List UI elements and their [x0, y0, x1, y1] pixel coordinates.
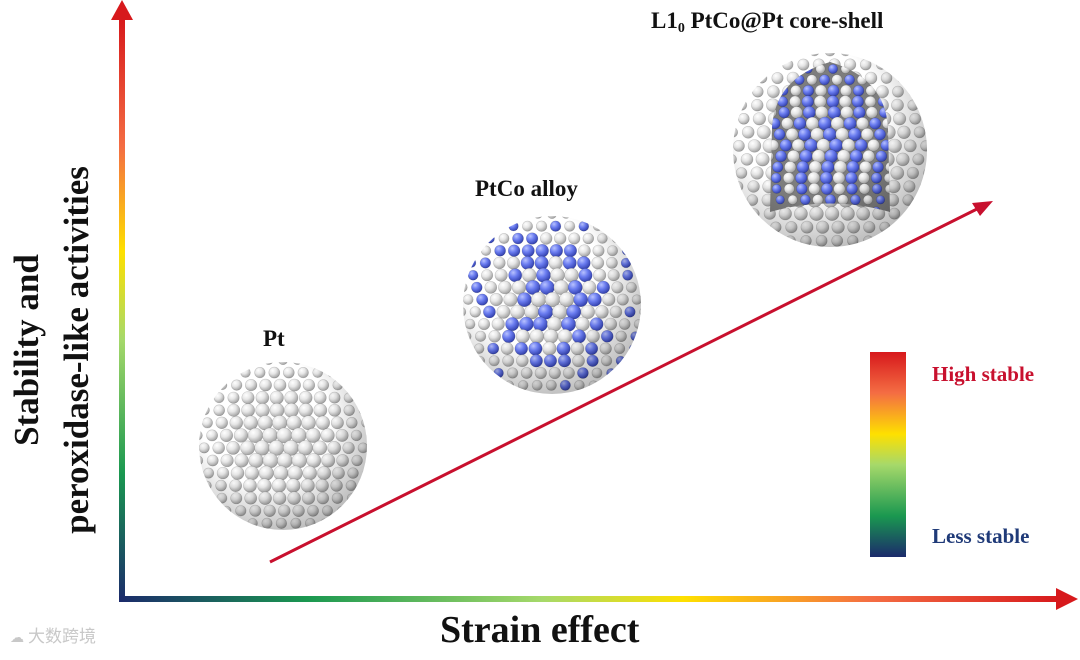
high-stable-label: High stable: [932, 362, 1035, 386]
pt-atom: [908, 86, 919, 97]
pt-atom: [904, 208, 916, 219]
ptco-alloy-shading: [463, 216, 641, 394]
y-axis-label-line2: peroxidase-like activities: [57, 166, 96, 534]
y-axis-label: Stability and peroxidase-like activities: [2, 40, 102, 660]
trend-arrowhead: [972, 201, 993, 216]
core-shell-label-subscript: 0: [677, 21, 685, 36]
pt-nanoparticle-shading: [199, 362, 367, 530]
stability-color-bar: [870, 352, 906, 557]
pt-label: Pt: [263, 326, 285, 351]
watermark: ☁ 大数跨境: [10, 622, 96, 647]
less-stable-label: Less stable: [932, 524, 1030, 548]
pt-atom: [896, 72, 908, 84]
core-shell-label-prefix: L1: [651, 8, 678, 33]
x-axis-arrowhead: [1056, 588, 1078, 610]
x-axis-label: Strain effect: [440, 609, 640, 651]
core-shell-label-suffix: PtCo@Pt core-shell: [684, 8, 884, 33]
trend-arrow-line: [269, 204, 984, 564]
core-shell-shading: [733, 53, 927, 247]
x-axis: [119, 596, 1059, 602]
pt-atom: [919, 181, 927, 192]
pt-atom: [362, 468, 367, 478]
cloud-logo-icon: ☁: [10, 630, 24, 646]
y-axis: [119, 18, 125, 602]
ptco-alloy-label: PtCo alloy: [475, 176, 578, 201]
watermark-text: 大数跨境: [28, 627, 96, 647]
pt-atom: [366, 430, 367, 441]
y-axis-label-line1: Stability and: [7, 254, 46, 446]
y-axis-arrowhead: [111, 0, 133, 20]
core-shell-label: L10 PtCo@Pt core-shell: [651, 8, 883, 37]
